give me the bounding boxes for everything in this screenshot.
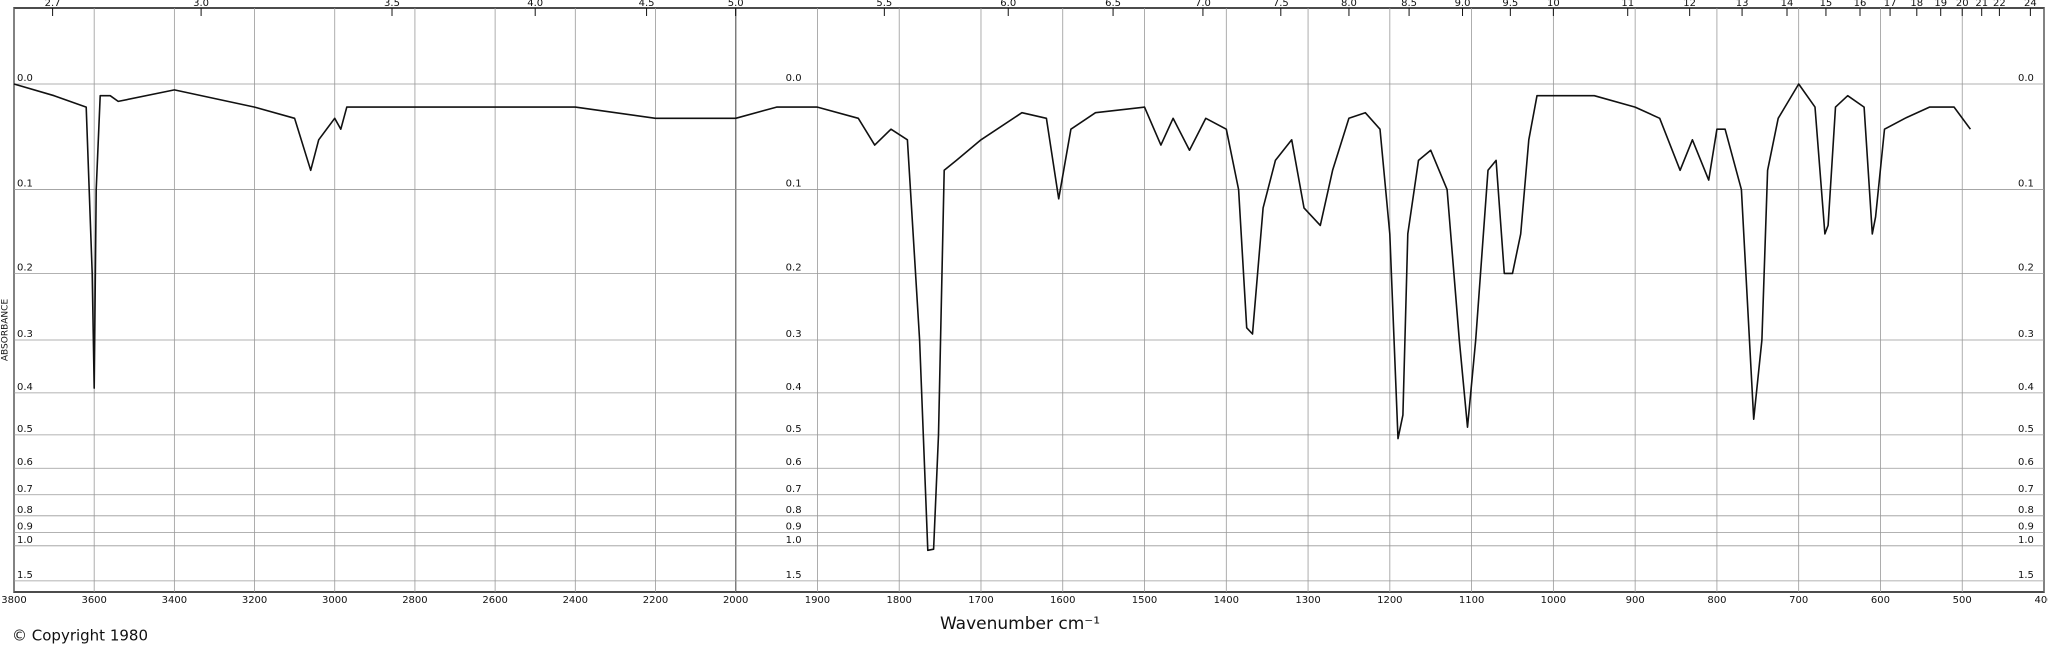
top-tick-label: 4.5 bbox=[639, 0, 655, 9]
y-tick-label: 0.4 bbox=[786, 382, 802, 393]
y-tick-label: 1.0 bbox=[2018, 535, 2034, 546]
top-tick-label: 12 bbox=[1683, 0, 1696, 9]
spectrum-line bbox=[13, 83, 1972, 552]
y-tick-label: 0.8 bbox=[2018, 505, 2034, 516]
top-tick-label: 8.0 bbox=[1341, 0, 1357, 9]
x-tick-label: 1000 bbox=[1541, 595, 1566, 606]
top-tick-label: 9.0 bbox=[1455, 0, 1471, 9]
plot-frame bbox=[13, 7, 2045, 593]
x-tick-label: 3200 bbox=[242, 595, 267, 606]
y-tick-label: 0.2 bbox=[17, 262, 33, 273]
x-tick-label: 3800 bbox=[1, 595, 26, 606]
y-tick-label: 1.5 bbox=[786, 570, 802, 581]
y-tick-label: 0.6 bbox=[786, 457, 802, 468]
top-tick-label: 2.7 bbox=[45, 0, 61, 9]
x-tick-label: 1700 bbox=[968, 595, 993, 606]
y-tick-label: 0.1 bbox=[2018, 179, 2034, 190]
y-tick-label: 0.7 bbox=[786, 484, 802, 495]
x-tick-label: 3000 bbox=[322, 595, 347, 606]
top-tick-label: 5.0 bbox=[728, 0, 744, 9]
y-tick-label: 0.9 bbox=[17, 522, 33, 533]
y-tick-label: 1.5 bbox=[2018, 570, 2034, 581]
x-tick-label: 3400 bbox=[162, 595, 187, 606]
x-tick-label: 1100 bbox=[1459, 595, 1484, 606]
y-tick-label: 0.8 bbox=[17, 505, 33, 516]
y-tick-label: 0.4 bbox=[17, 382, 33, 393]
x-tick-label: 400 bbox=[2034, 595, 2048, 606]
top-tick-label: 20 bbox=[1956, 0, 1969, 9]
top-tick-label: 19 bbox=[1934, 0, 1947, 9]
x-tick-label: 1800 bbox=[886, 595, 911, 606]
y-tick-label: 0.3 bbox=[786, 329, 802, 340]
x-tick-label: 2000 bbox=[723, 595, 748, 606]
x-tick-label: 3600 bbox=[81, 595, 106, 606]
y-tick-label: 0.9 bbox=[786, 522, 802, 533]
top-tick-label: 3.5 bbox=[384, 0, 400, 9]
y-tick-label: 1.0 bbox=[17, 535, 33, 546]
top-tick-label: 7.5 bbox=[1273, 0, 1289, 9]
y-tick-label: 0.9 bbox=[2018, 522, 2034, 533]
y-tick-label: 0.2 bbox=[786, 262, 802, 273]
y-tick-label: 0.5 bbox=[786, 424, 802, 435]
y-tick-label: 0.3 bbox=[2018, 329, 2034, 340]
x-tick-label: 1400 bbox=[1214, 595, 1239, 606]
x-tick-label: 2200 bbox=[643, 595, 668, 606]
x-tick-label: 1900 bbox=[805, 595, 830, 606]
top-tick-label: 5.5 bbox=[876, 0, 892, 9]
y-tick-label: 0.0 bbox=[2018, 73, 2034, 84]
top-tick-label: 13 bbox=[1736, 0, 1749, 9]
y-tick-label: 0.1 bbox=[786, 179, 802, 190]
y-tick-label: 0.5 bbox=[17, 424, 33, 435]
top-tick-label: 21 bbox=[1975, 0, 1988, 9]
x-tick-label: 900 bbox=[1626, 595, 1645, 606]
x-tick-label: 2400 bbox=[563, 595, 588, 606]
y-tick-label: 0.8 bbox=[786, 505, 802, 516]
x-tick-label: 2600 bbox=[482, 595, 507, 606]
y-tick-label: 0.0 bbox=[786, 73, 802, 84]
x-tick-label: 1200 bbox=[1377, 595, 1402, 606]
top-tick-label: 16 bbox=[1854, 0, 1867, 9]
y-tick-label: 0.0 bbox=[17, 73, 33, 84]
x-tick-label: 1300 bbox=[1295, 595, 1320, 606]
y-tick-label: 0.2 bbox=[2018, 262, 2034, 273]
y-tick-label: 0.6 bbox=[17, 457, 33, 468]
top-tick-label: 6.0 bbox=[1000, 0, 1016, 9]
top-tick-label: 15 bbox=[1820, 0, 1833, 9]
copyright: © Copyright 1980 bbox=[12, 627, 148, 645]
y-tick-label: 0.5 bbox=[2018, 424, 2034, 435]
x-tick-label: 500 bbox=[1953, 595, 1972, 606]
x-tick-label: 600 bbox=[1871, 595, 1890, 606]
x-tick-label: 1600 bbox=[1050, 595, 1075, 606]
top-tick-label: 7.0 bbox=[1195, 0, 1211, 9]
top-tick-label: 4.0 bbox=[527, 0, 543, 9]
y-tick-label: 0.3 bbox=[17, 329, 33, 340]
top-tick-label: 3.0 bbox=[193, 0, 209, 9]
top-tick-label: 6.5 bbox=[1105, 0, 1121, 9]
top-tick-label: 18 bbox=[1910, 0, 1923, 9]
x-tick-label: 700 bbox=[1789, 595, 1808, 606]
x-tick-label: 800 bbox=[1707, 595, 1726, 606]
y-tick-label: 0.4 bbox=[2018, 382, 2034, 393]
top-tick-label: 8.5 bbox=[1401, 0, 1417, 9]
y-tick-label: 1.0 bbox=[786, 535, 802, 546]
top-tick-label: 17 bbox=[1884, 0, 1897, 9]
x-tick-label: 1500 bbox=[1132, 595, 1157, 606]
x-tick-label: 2800 bbox=[402, 595, 427, 606]
y-axis-label: ABSORBANCE bbox=[1, 299, 11, 362]
y-tick-label: 1.5 bbox=[17, 570, 33, 581]
y-tick-label: 0.6 bbox=[2018, 457, 2034, 468]
top-tick-label: 11 bbox=[1621, 0, 1634, 9]
top-tick-label: 14 bbox=[1781, 0, 1794, 9]
y-tick-label: 0.7 bbox=[2018, 484, 2034, 495]
top-tick-label: 9.5 bbox=[1502, 0, 1518, 9]
y-tick-label: 0.1 bbox=[17, 179, 33, 190]
top-tick-label: 24 bbox=[2024, 0, 2037, 9]
top-tick-label: 22 bbox=[1993, 0, 2006, 9]
x-axis-label: Wavenumber cm⁻¹ bbox=[940, 614, 1100, 634]
top-tick-label: 10 bbox=[1547, 0, 1560, 9]
y-tick-label: 0.7 bbox=[17, 484, 33, 495]
